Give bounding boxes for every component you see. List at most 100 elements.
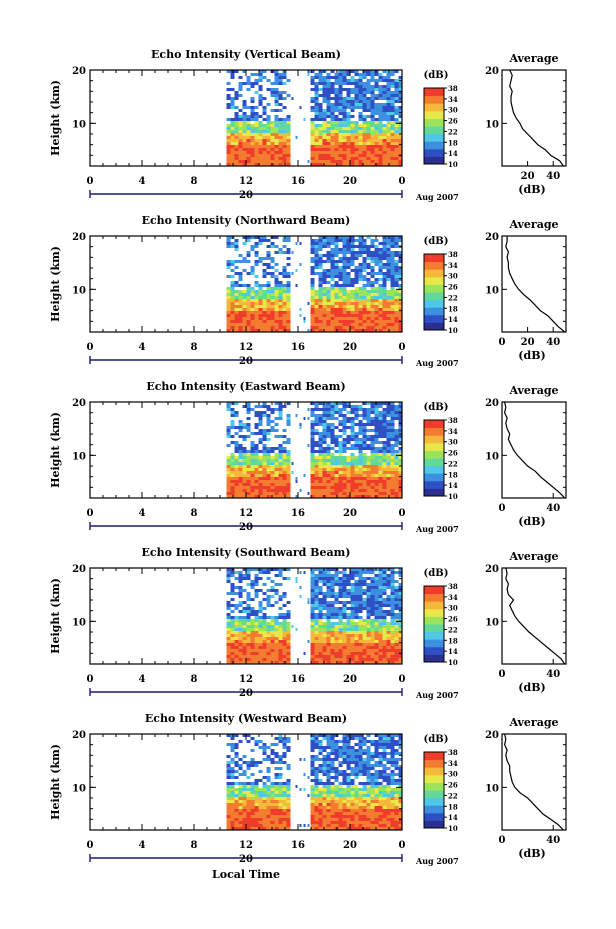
heatmap-cell — [390, 317, 395, 320]
heatmap-cell — [286, 130, 291, 133]
average-y-tick-label: 10 — [485, 617, 499, 628]
heatmap-cell — [342, 275, 347, 278]
heatmap-cell — [338, 649, 343, 652]
heatmap-cell — [390, 408, 395, 411]
colorbar-tick-label: 14 — [448, 149, 458, 158]
heatmap-cell — [242, 145, 247, 148]
heatmap-cell — [318, 242, 323, 245]
heatmap-cell — [230, 302, 235, 305]
heatmap-cell — [246, 423, 251, 426]
heatmap-cell — [258, 73, 263, 76]
heatmap-cell — [286, 299, 291, 302]
heatmap-cell — [242, 607, 247, 610]
heatmap-cell — [394, 468, 399, 471]
heatmap-cell — [318, 148, 323, 151]
heatmap-cell — [362, 278, 367, 281]
heatmap-cell — [286, 468, 291, 471]
heatmap-cell — [390, 583, 395, 586]
heatmap-cell — [334, 133, 339, 136]
heatmap-cell — [226, 643, 231, 646]
heatmap-cell — [386, 480, 391, 483]
heatmap-cell — [374, 583, 379, 586]
heatmap-cell — [230, 441, 235, 444]
heatmap-cell — [382, 248, 387, 251]
heatmap-cell — [254, 634, 259, 637]
heatmap-cell — [394, 236, 399, 239]
heatmap-cell — [346, 278, 351, 281]
heatmap-cell — [350, 492, 355, 495]
heatmap-cell — [350, 154, 355, 157]
heatmap-cell — [310, 70, 315, 73]
heatmap-cell — [362, 329, 367, 332]
heatmap-cell — [246, 127, 251, 130]
heatmap-cell — [358, 489, 363, 492]
heatmap-cell — [398, 429, 403, 432]
heatmap-cell — [286, 414, 291, 417]
heatmap-cell — [338, 79, 343, 82]
heatmap-cell — [266, 634, 271, 637]
heatmap-cell — [330, 115, 335, 118]
heatmap-cell — [342, 640, 347, 643]
heatmap-cell — [382, 640, 387, 643]
heatmap-cell — [386, 82, 391, 85]
heatmap-cell — [318, 610, 323, 613]
heatmap-cell — [326, 154, 331, 157]
heatmap-cell — [230, 121, 235, 124]
heatmap-cell — [310, 483, 315, 486]
heatmap-cell — [378, 251, 383, 254]
x-tick-label: 8 — [191, 674, 198, 685]
heatmap-cell — [346, 70, 351, 73]
heatmap-cell — [346, 148, 351, 151]
heatmap-cell — [295, 577, 298, 580]
heatmap-cell — [338, 76, 343, 79]
heatmap-cell — [386, 115, 391, 118]
heatmap-cell — [382, 462, 387, 465]
heatmap-cell — [374, 239, 379, 242]
heatmap-cell — [234, 492, 239, 495]
heatmap-cell — [366, 438, 371, 441]
heatmap-cell — [386, 239, 391, 242]
heatmap-cell — [362, 118, 367, 121]
heatmap-cell — [274, 329, 279, 332]
heatmap-cell — [310, 145, 315, 148]
heatmap-cell — [378, 76, 383, 79]
heatmap-cell — [386, 586, 391, 589]
heatmap-cell — [318, 658, 323, 661]
heatmap-cell — [338, 411, 343, 414]
heatmap-cell — [270, 145, 275, 148]
heatmap-cell — [342, 625, 347, 628]
heatmap-cell — [274, 643, 279, 646]
heatmap-cell — [262, 447, 267, 450]
heatmap-cell — [386, 414, 391, 417]
heatmap-cell — [378, 583, 383, 586]
heatmap-cell — [330, 661, 335, 664]
heatmap-cell — [354, 592, 359, 595]
heatmap-cell — [262, 130, 267, 133]
heatmap-cell — [258, 124, 263, 127]
heatmap-cell — [262, 658, 267, 661]
heatmap-cell — [322, 471, 327, 474]
heatmap-cell — [258, 311, 263, 314]
heatmap-cell — [310, 574, 315, 577]
heatmap-cell — [258, 489, 263, 492]
heatmap-cell — [370, 266, 375, 269]
heatmap-cell — [362, 263, 367, 266]
heatmap-cell — [318, 311, 323, 314]
heatmap-cell — [250, 637, 255, 640]
heatmap-cell — [246, 791, 251, 794]
heatmap-cell — [262, 471, 267, 474]
heatmap-cell — [354, 495, 359, 498]
heatmap-cell — [299, 595, 302, 598]
heatmap-cell — [374, 254, 379, 257]
heatmap-cell — [354, 266, 359, 269]
heatmap-cell — [350, 634, 355, 637]
heatmap-cell — [358, 574, 363, 577]
heatmap-cell — [230, 598, 235, 601]
heatmap-cell — [254, 655, 259, 658]
heatmap-cell — [278, 414, 283, 417]
heatmap-cell — [246, 577, 251, 580]
heatmap-cell — [242, 284, 247, 287]
heatmap-cell — [266, 405, 271, 408]
heatmap-cell — [326, 317, 331, 320]
heatmap-cell — [398, 82, 403, 85]
